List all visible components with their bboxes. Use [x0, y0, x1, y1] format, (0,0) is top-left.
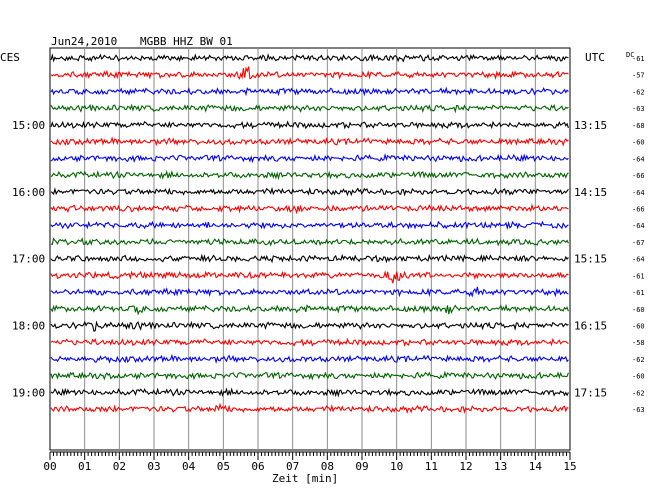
trace-line: [50, 237, 569, 247]
x-tick-label: 03: [147, 460, 160, 473]
dc-offset-label: -62: [632, 88, 645, 96]
trace-line: [50, 86, 569, 97]
dc-offset-label: -61: [632, 272, 645, 280]
right-time-label: 16:15: [574, 320, 607, 333]
left-time-label: 15:00: [12, 119, 45, 132]
dc-offset-label: -64: [632, 256, 645, 264]
dc-offset-label: -64: [632, 155, 645, 163]
trace-line: [50, 387, 569, 398]
trace-line: [50, 337, 569, 347]
x-tick-label: 14: [529, 460, 543, 473]
chart-labels: 00 01 02 03 04 05 06 07 08 09 10 11 12 13 14 15 15:00 16:…: [12, 55, 645, 473]
x-axis-title: Zeit [min]: [272, 472, 338, 485]
dc-offset-label: -66: [632, 172, 645, 180]
chart-grid: [49, 47, 571, 460]
right-time-label: 14:15: [574, 186, 607, 199]
x-tick-label: 15: [563, 460, 576, 473]
trace-line: [50, 120, 569, 130]
dc-offset-label: -60: [632, 139, 645, 147]
trace-line: [50, 203, 569, 215]
dc-header-label: DC: [626, 51, 634, 59]
station-label: MGBB HHZ BW 01: [140, 35, 233, 48]
trace-line: [50, 270, 569, 284]
dc-offset-label: -60: [632, 306, 645, 314]
dc-offset-label: -67: [632, 239, 645, 247]
x-tick-label: 04: [182, 460, 196, 473]
x-tick-label: 06: [251, 460, 264, 473]
dc-offset-label: -63: [632, 406, 645, 414]
right-timezone-label: UTC: [585, 51, 605, 64]
trace-line: [50, 320, 569, 332]
trace-series: [50, 53, 569, 414]
right-time-label: 17:15: [574, 386, 607, 399]
x-tick-label: 13: [494, 460, 507, 473]
trace-line: [50, 136, 569, 147]
trace-line: [50, 353, 569, 364]
x-tick-label: 00: [43, 460, 56, 473]
dc-offset-label: -64: [632, 222, 645, 230]
trace-line: [50, 103, 569, 114]
dc-offset-label: -63: [632, 105, 645, 113]
trace-line: [50, 370, 569, 381]
dc-offset-label: -60: [632, 373, 645, 381]
trace-line: [50, 220, 569, 231]
dc-offset-label: -57: [632, 72, 645, 80]
trace-line: [50, 169, 569, 181]
dc-offset-label: -62: [632, 356, 645, 364]
left-timezone-label: CES: [0, 51, 20, 64]
dc-offset-label: -58: [632, 339, 645, 347]
dc-offset-label: -61: [632, 289, 645, 297]
plot-frame: [49, 47, 571, 451]
x-tick-label: 11: [425, 460, 438, 473]
left-time-label: 18:00: [12, 320, 45, 333]
left-time-label: 19:00: [12, 386, 45, 399]
dc-offset-label: -64: [632, 189, 645, 197]
trace-line: [50, 303, 569, 316]
trace-line: [50, 286, 569, 298]
date-label: Jun24,2010: [51, 35, 117, 48]
dc-offset-label: -62: [632, 389, 645, 397]
x-tick-label: 12: [459, 460, 472, 473]
dc-offset-label: -66: [632, 205, 645, 213]
dc-offset-label: -68: [632, 122, 645, 130]
trace-line: [50, 66, 569, 81]
dc-offset-label: -60: [632, 323, 645, 331]
x-tick-label: 10: [390, 460, 403, 473]
x-tick-label: 05: [217, 460, 230, 473]
left-time-label: 17:00: [12, 253, 45, 266]
right-time-label: 15:15: [574, 253, 607, 266]
trace-line: [50, 253, 569, 264]
trace-line: [50, 186, 569, 197]
trace-line: [50, 402, 569, 414]
x-tick-label: 01: [78, 460, 91, 473]
left-time-label: 16:00: [12, 186, 45, 199]
trace-line: [50, 53, 569, 63]
x-tick-label: 08: [321, 460, 334, 473]
right-time-label: 13:15: [574, 119, 607, 132]
x-tick-label: 09: [355, 460, 368, 473]
dc-offset-label: -61: [632, 55, 645, 63]
x-tick-label: 02: [113, 460, 126, 473]
trace-line: [50, 153, 569, 164]
x-tick-label: 07: [286, 460, 299, 473]
